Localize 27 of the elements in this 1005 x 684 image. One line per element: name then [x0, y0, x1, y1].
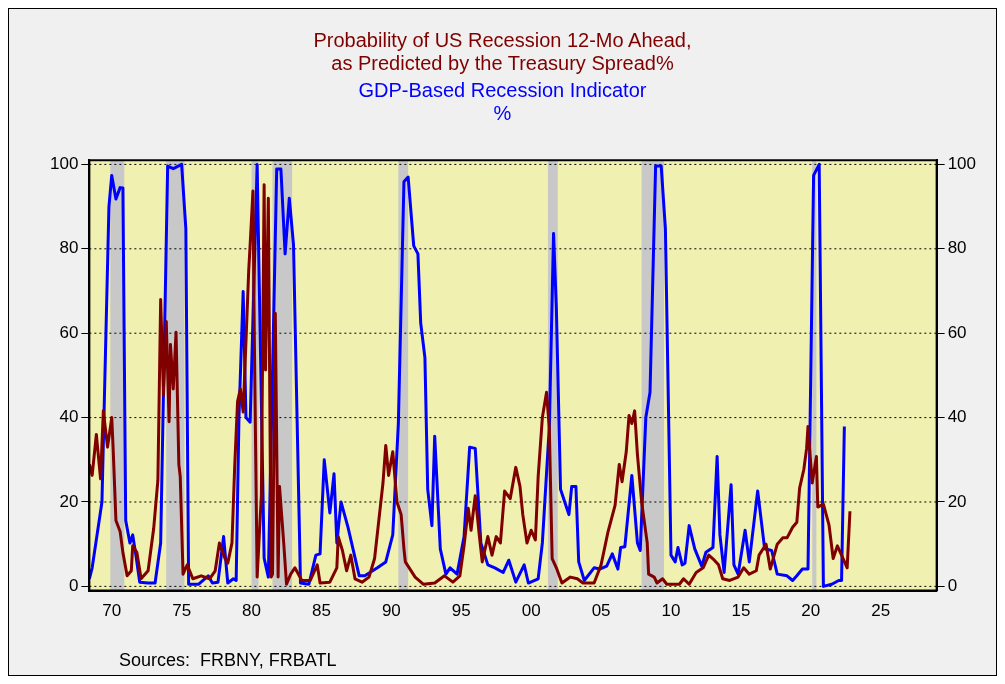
y-tick-label: 60	[59, 322, 79, 342]
x-tick-label: 70	[102, 601, 122, 621]
x-tick-label: 95	[451, 601, 471, 621]
y2-tick-label: 60	[947, 322, 967, 342]
y-tick-label: 0	[68, 576, 79, 596]
x-tick-label: 85	[311, 601, 331, 621]
y-tick-label: 80	[59, 238, 79, 258]
x-tick-label: 10	[661, 601, 681, 621]
x-tick-label: 75	[172, 601, 192, 621]
y2-tick-label: 40	[947, 407, 967, 427]
x-tick-label: 20	[801, 601, 821, 621]
x-tick-label: 15	[731, 601, 751, 621]
x-tick-label: 90	[381, 601, 401, 621]
x-tick-label: 05	[591, 601, 611, 621]
y2-tick-label: 0	[947, 576, 958, 596]
text: Probability of US Recession 12-Mo Ahead, as Predicted by the Treasury Spread%	[312, 29, 693, 75]
y-tick-label: 40	[59, 407, 79, 427]
x-tick-label: 25	[871, 601, 891, 621]
y2-tick-label: 20	[947, 491, 967, 511]
y2-tick-label: 100	[947, 154, 977, 174]
source-note: Sources: FRBNY, FRBATL	[119, 650, 337, 671]
x-tick-label: 80	[242, 601, 262, 621]
text: GDP-Based Recession Indicator %	[357, 79, 648, 125]
y-tick-label: 100	[49, 154, 79, 174]
y-tick-label: 20	[59, 491, 79, 511]
y2-tick-label: 80	[947, 238, 967, 258]
x-tick-label: 00	[521, 601, 541, 621]
